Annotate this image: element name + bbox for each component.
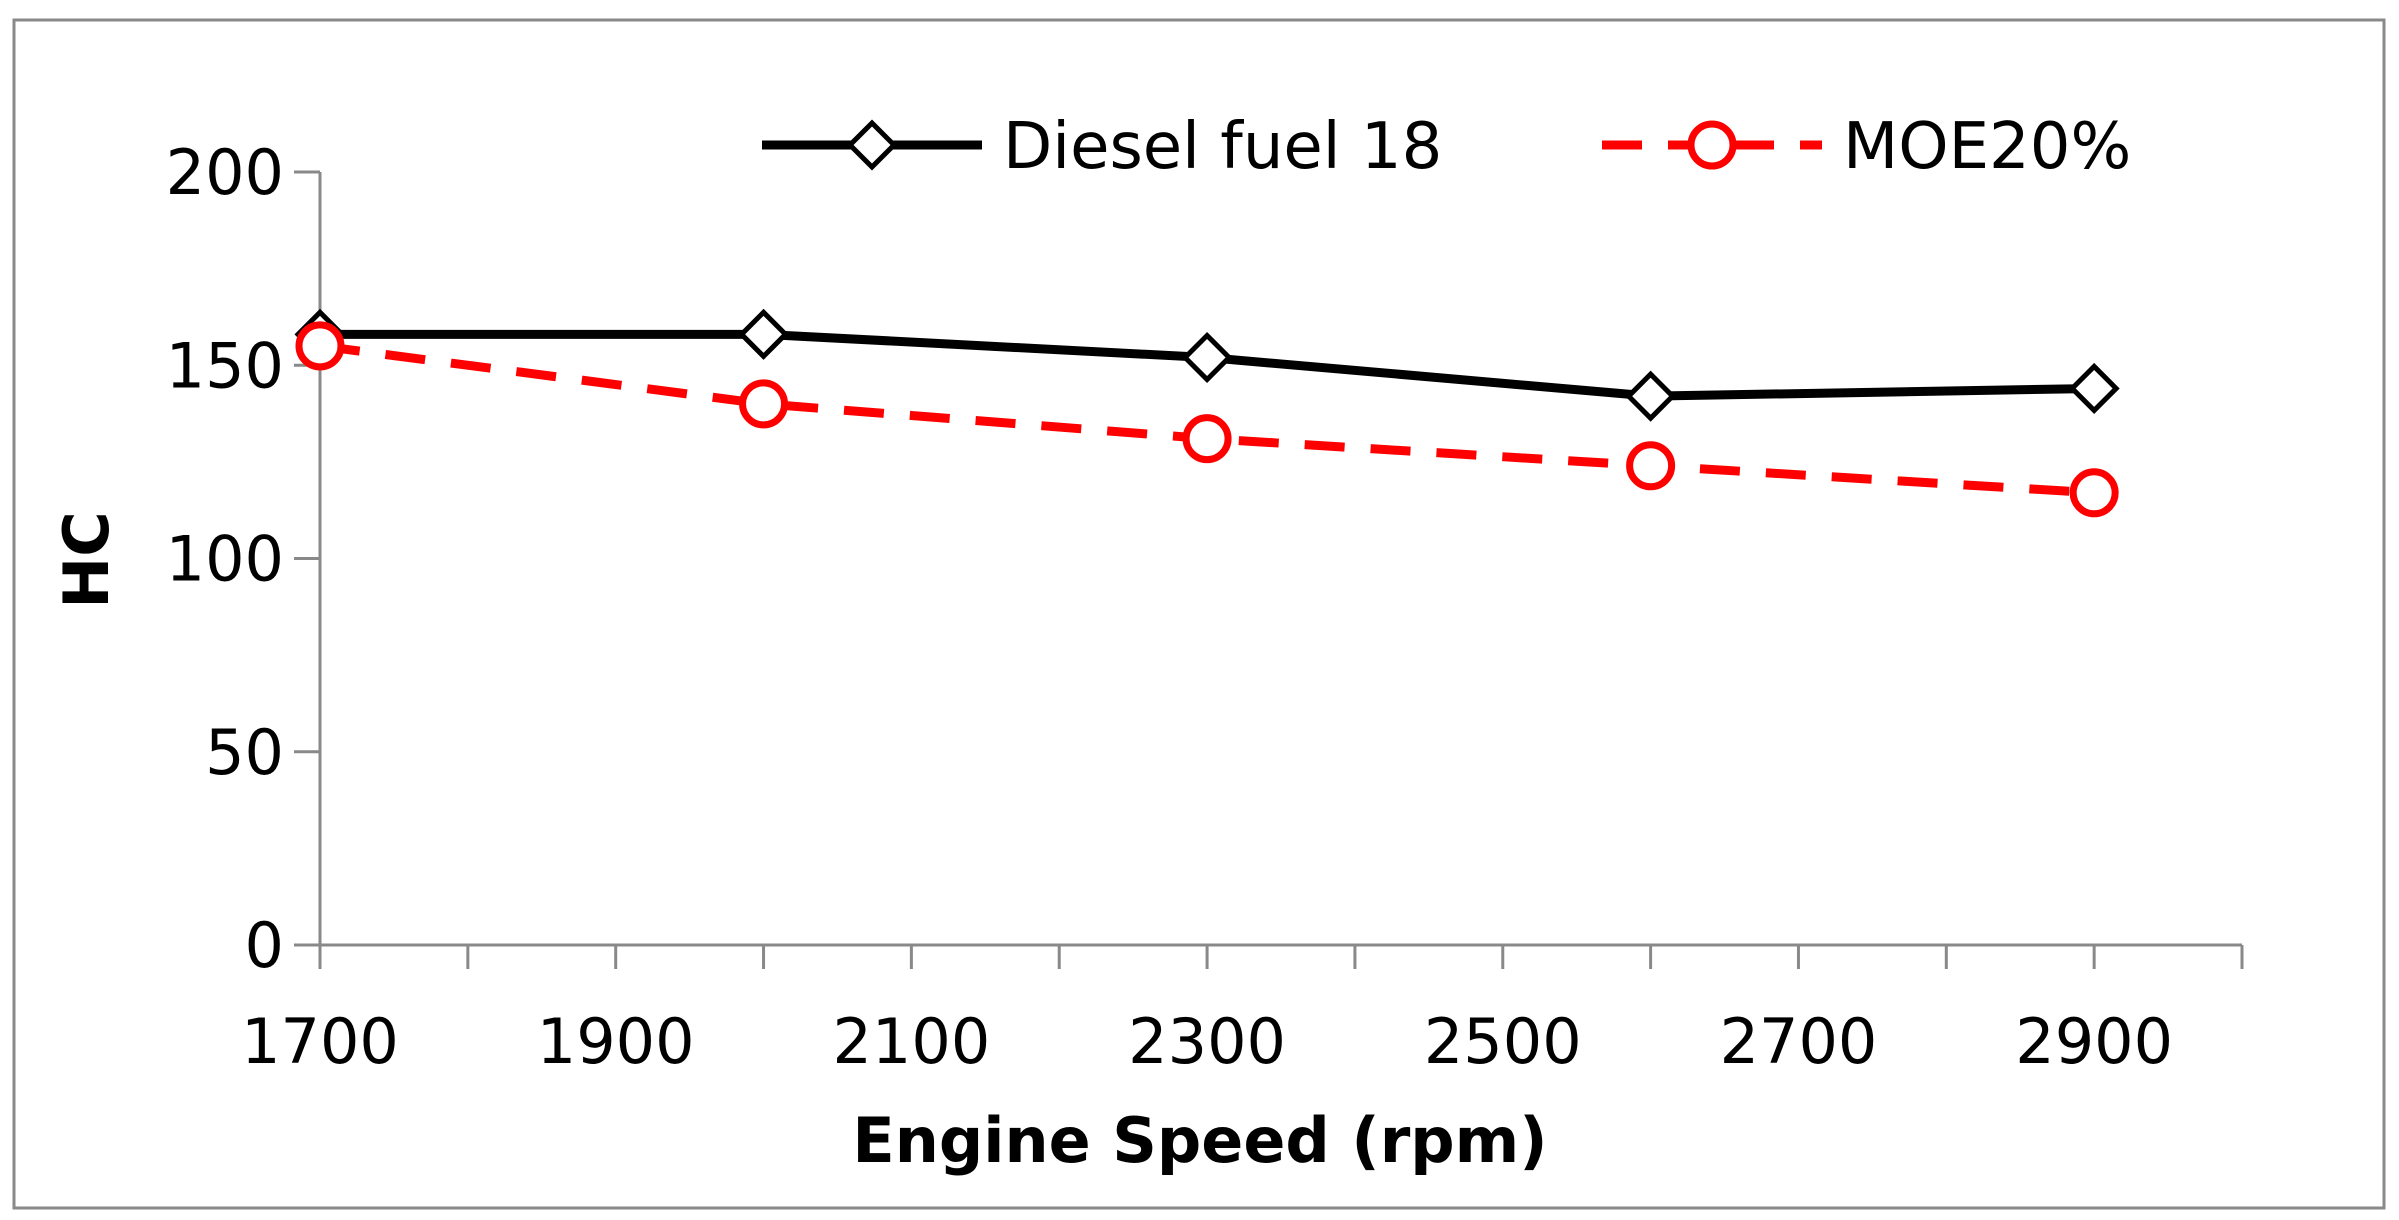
y-tick-label: 50 bbox=[205, 716, 284, 789]
series-moe20 bbox=[295, 321, 2119, 518]
data-point bbox=[295, 321, 345, 371]
x-tick-label: 2300 bbox=[1128, 1005, 1286, 1078]
legend-item: Diesel fuel 18 bbox=[762, 110, 1442, 184]
series-diesel-fuel-18 bbox=[294, 308, 2120, 422]
data-point bbox=[1626, 441, 1676, 491]
legend-marker bbox=[846, 119, 898, 171]
series-layer bbox=[294, 308, 2120, 518]
x-tick-label: 2700 bbox=[1720, 1005, 1878, 1078]
data-point bbox=[2069, 468, 2119, 518]
data-point bbox=[739, 379, 789, 429]
data-point bbox=[1181, 331, 1233, 384]
x-tick-label: 1900 bbox=[537, 1005, 695, 1078]
legend-item: MOE20% bbox=[1602, 110, 2131, 184]
x-axis-title: Engine Speed (rpm) bbox=[852, 1104, 1547, 1177]
x-tick-label: 2500 bbox=[1424, 1005, 1582, 1078]
y-tick-label: 0 bbox=[245, 909, 284, 982]
x-tick-label: 2900 bbox=[2015, 1005, 2173, 1078]
x-tick-label: 2100 bbox=[832, 1005, 990, 1078]
chart-border bbox=[12, 18, 2386, 1210]
y-axis-title: HC bbox=[50, 511, 123, 608]
axes: 0 50 100 150 200 1700 1900 2100 2300 2500 2700 2900 bbox=[166, 136, 2244, 1078]
y-tick-label: 200 bbox=[166, 136, 284, 209]
legend-label: MOE20% bbox=[1843, 110, 2131, 184]
data-point bbox=[1182, 414, 1232, 464]
y-tick-label: 100 bbox=[166, 523, 284, 596]
x-tick-label: 1700 bbox=[241, 1005, 399, 1078]
legend-label: Diesel fuel 18 bbox=[1003, 110, 1442, 184]
y-tick-label: 150 bbox=[166, 329, 284, 402]
legend: Diesel fuel 18 MOE20% bbox=[762, 110, 2131, 184]
legend-marker bbox=[1687, 120, 1737, 170]
data-point bbox=[2068, 362, 2120, 414]
data-point bbox=[738, 308, 790, 360]
data-point bbox=[1625, 370, 1677, 422]
